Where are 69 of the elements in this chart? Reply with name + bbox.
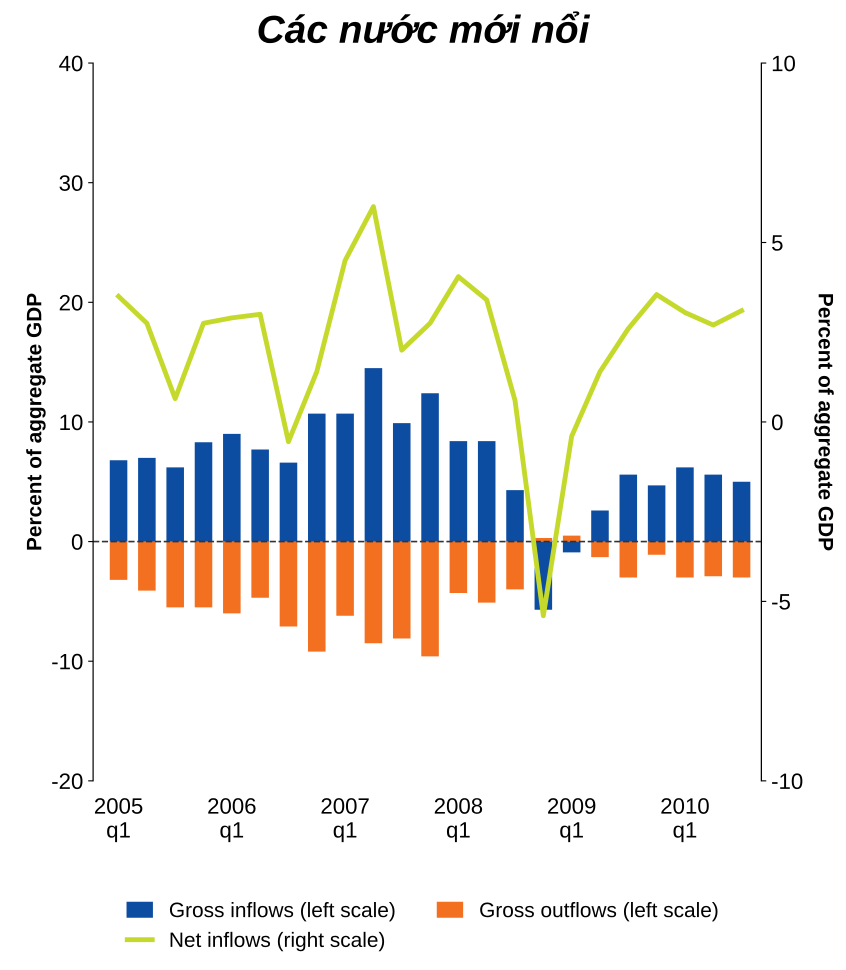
bar <box>251 542 269 598</box>
y2-tick-label: -10 <box>772 773 802 790</box>
bar <box>562 536 580 542</box>
x-tick-label: 2007 q1 <box>322 798 369 842</box>
bar <box>620 474 638 542</box>
bar <box>421 393 439 542</box>
bar <box>732 482 750 542</box>
y2-axis-title: Percent of aggregate GDP <box>814 294 834 550</box>
y2-tick-label: 10 <box>772 56 795 72</box>
bar <box>251 449 269 542</box>
bar <box>506 542 524 590</box>
bar <box>110 460 128 542</box>
bar <box>138 542 156 591</box>
bar <box>223 542 241 614</box>
chart-title: Các nước mới nổi <box>258 11 590 44</box>
bar <box>392 423 411 542</box>
x-tick-label: 2010 q1 <box>661 798 709 842</box>
bar <box>138 458 156 542</box>
y2-tick-label: 0 <box>772 414 783 430</box>
bar <box>308 542 326 652</box>
legend-label: Gross inflows (left scale) <box>170 902 395 922</box>
x-tick-label: 2006 q1 <box>208 798 256 842</box>
bar <box>478 542 496 603</box>
x-tick-label: 2005 q1 <box>94 798 142 842</box>
bar <box>336 414 354 542</box>
bar <box>591 542 609 558</box>
y2-tick-label: 5 <box>772 235 783 251</box>
bar <box>450 542 468 594</box>
bar <box>732 542 750 578</box>
y-tick-label: 0 <box>72 534 82 550</box>
bar <box>704 474 722 542</box>
x-tick-label: 2008 q1 <box>434 798 482 842</box>
line-series <box>116 204 744 618</box>
bar <box>166 467 184 542</box>
y-tick-label: -10 <box>52 654 82 670</box>
y-axis-title: Percent of aggregate GDP <box>26 294 46 550</box>
bar <box>478 441 496 542</box>
bar <box>336 542 354 616</box>
bar <box>280 462 298 542</box>
bar <box>392 542 411 638</box>
bar <box>280 542 298 627</box>
bar <box>110 542 128 580</box>
y-tick-label: 40 <box>59 56 82 72</box>
bar <box>506 490 524 542</box>
bar <box>704 542 722 576</box>
bar <box>421 542 439 656</box>
legend-label: Net inflows (right scale) <box>170 932 384 952</box>
y-tick-label: 20 <box>60 294 82 311</box>
x-tick-label: 2009 q1 <box>548 798 596 842</box>
bar <box>676 542 694 578</box>
y-tick-label: 10 <box>60 414 82 430</box>
bar <box>364 368 382 542</box>
y2-tick-label: -5 <box>772 594 790 610</box>
bar <box>194 542 212 608</box>
bar <box>223 434 241 542</box>
bar <box>562 542 580 552</box>
bar <box>648 542 666 555</box>
bar <box>620 542 638 578</box>
bar <box>194 442 212 542</box>
bar <box>364 542 382 644</box>
bar <box>648 485 666 542</box>
bar <box>676 467 694 542</box>
y-tick-label: -20 <box>52 773 82 790</box>
bar <box>591 510 609 542</box>
bar <box>166 542 184 608</box>
y-tick-label: 30 <box>59 175 82 191</box>
bar <box>308 414 326 542</box>
legend-label: Gross outflows (left scale) <box>480 902 718 922</box>
bar <box>450 441 468 542</box>
